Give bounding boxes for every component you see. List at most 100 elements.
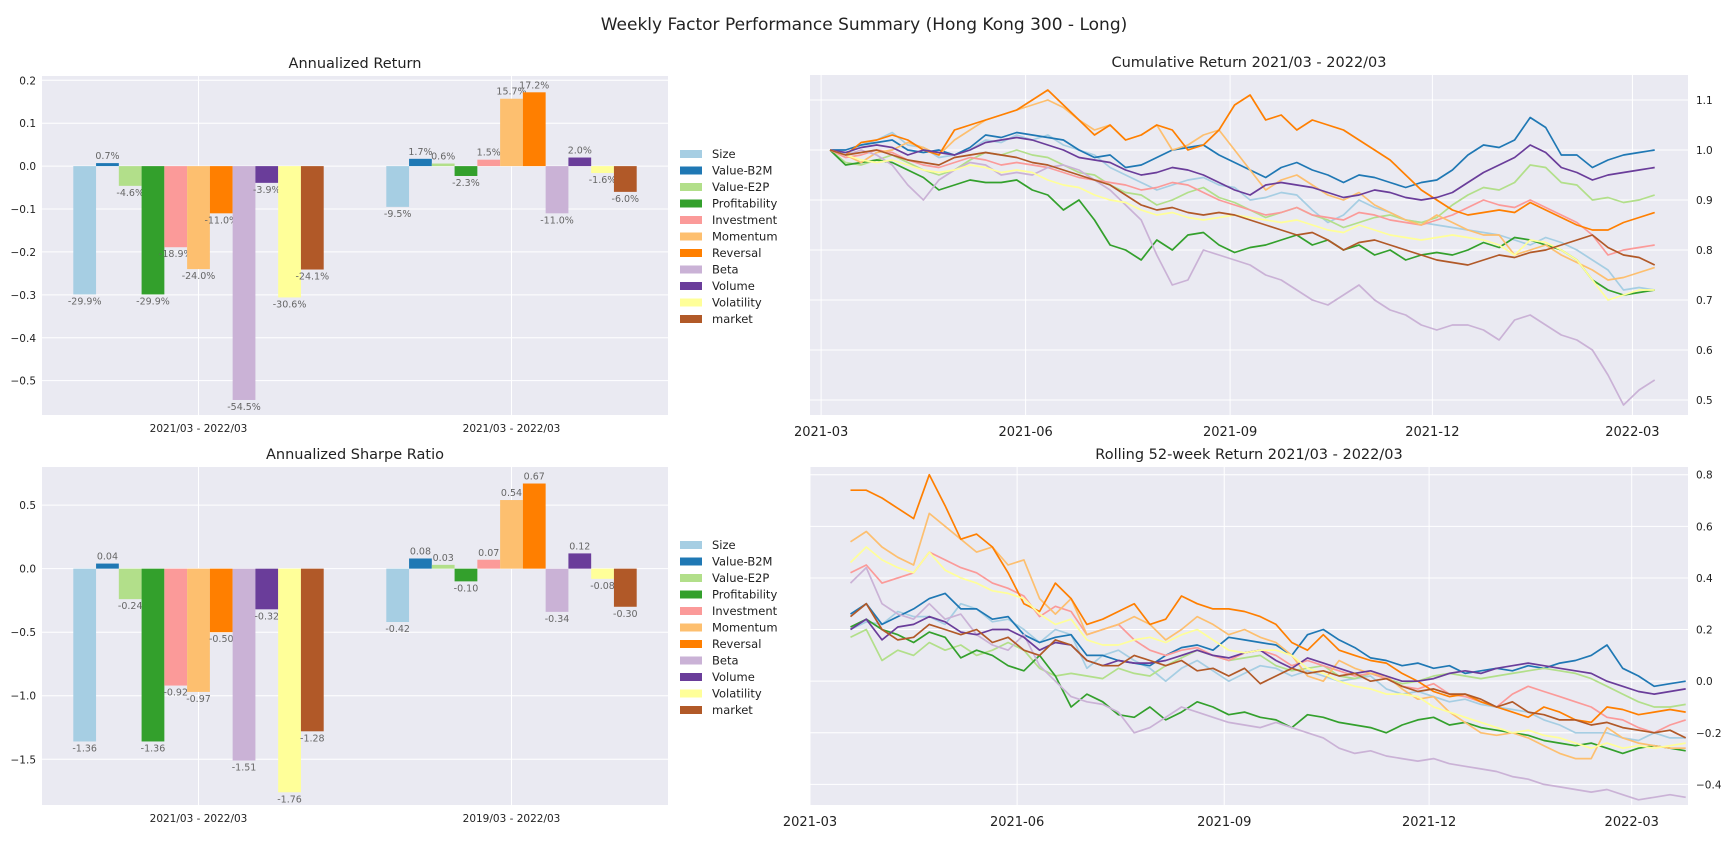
legend-label: Momentum <box>712 621 778 635</box>
y-tick-label: 0.0 <box>1696 676 1713 688</box>
data-label: -1.6% <box>589 175 617 186</box>
legend-label: Momentum <box>712 230 778 244</box>
legend-swatch <box>680 623 702 632</box>
data-label: 0.07 <box>478 548 499 559</box>
data-label: 0.04 <box>97 552 118 563</box>
line-volume <box>850 615 1686 695</box>
panel-annualized-return: Annualized Return −0.5 −0.4 −0.3 −0.2 −0.1 0.0… <box>11 56 778 435</box>
panel-rolling-return: Rolling 52-week Return 2021/03 - 2022/03… <box>783 447 1722 830</box>
legend-label: Size <box>712 147 736 161</box>
data-label: -2.3% <box>452 178 480 189</box>
y-tick-label: 0.6 <box>1696 345 1713 357</box>
y-tick-label: 0.9 <box>1696 195 1713 207</box>
legend: Size Value-B2M Value-E2P Profitability Inves… <box>680 538 778 717</box>
data-label: -54.5% <box>227 402 261 413</box>
legend-swatch <box>680 150 702 158</box>
bar-momentum <box>187 568 210 692</box>
y-tick-label: 0.6 <box>1696 521 1713 533</box>
legend-label: Profitability <box>712 588 777 602</box>
legend-swatch <box>680 282 702 290</box>
legend-label: Volatility <box>712 687 762 701</box>
line-size <box>850 602 1686 742</box>
x-tick-label: 2021-12 <box>1405 425 1459 440</box>
bar-market <box>613 166 637 192</box>
legend-swatch <box>680 590 702 599</box>
data-label: -1.36 <box>72 743 97 754</box>
y-tick-label: 0.1 <box>19 118 36 130</box>
legend-swatch <box>680 656 702 665</box>
x-tick-label: 2022-03 <box>1605 425 1659 440</box>
y-tick-label: −0.1 <box>11 204 37 216</box>
legend-swatch <box>680 183 702 191</box>
legend-label: Volume <box>712 279 755 293</box>
data-label: -24.0% <box>182 271 216 282</box>
legend-label: market <box>712 703 753 717</box>
x-tick-label: 2021-09 <box>1203 425 1257 440</box>
y-tick-label: 0.0 <box>19 161 36 173</box>
bar-volatility <box>278 568 301 793</box>
bar-investment <box>164 568 188 686</box>
bar-volatility <box>278 166 301 298</box>
bar-value-b2m <box>96 163 119 167</box>
bar-momentum <box>500 500 523 569</box>
line-value-e2p <box>850 628 1686 708</box>
data-label: -0.30 <box>613 609 638 620</box>
legend-swatch <box>680 689 702 698</box>
panel-title: Annualized Return <box>289 56 422 72</box>
line-market <box>829 149 1656 266</box>
x-tick-label: 2021-09 <box>1197 815 1251 830</box>
data-label: -0.08 <box>590 581 615 592</box>
legend-label: Investment <box>712 604 778 618</box>
bar-size <box>73 166 97 295</box>
y-tick-label: 0.7 <box>1696 295 1713 307</box>
legend-swatch <box>680 216 702 224</box>
data-label: 0.7% <box>95 151 119 162</box>
data-label: 0.03 <box>433 553 454 564</box>
line-momentum <box>829 99 1655 281</box>
legend-label: Value-B2M <box>712 164 772 178</box>
bar-beta <box>232 568 256 761</box>
line-volume <box>829 136 1655 201</box>
data-label: -0.24 <box>118 601 143 612</box>
y-tick-label: −1.0 <box>11 691 37 703</box>
y-tick-label: −0.4 <box>11 333 37 345</box>
bar-volume <box>568 157 592 167</box>
data-label: 0.67 <box>524 472 545 483</box>
y-tick-label: −1.5 <box>11 754 37 766</box>
data-label: -1.36 <box>141 743 166 754</box>
bar-market <box>300 568 324 732</box>
data-label: 15.7% <box>496 87 526 98</box>
x-tick-label: 2021/03 - 2022/03 <box>150 813 248 825</box>
y-tick-label: 0.8 <box>1696 470 1713 482</box>
data-label: -0.50 <box>209 634 234 645</box>
bar-value-e2p <box>118 568 142 600</box>
legend-label: Reversal <box>712 246 761 260</box>
legend-swatch <box>680 315 702 323</box>
data-label: -0.42 <box>385 624 410 635</box>
legend-swatch <box>680 574 702 582</box>
legend-swatch <box>680 673 702 681</box>
bar-beta <box>545 568 569 612</box>
line-investment <box>829 149 1655 256</box>
legend-swatch <box>680 249 702 257</box>
data-label: -29.9% <box>68 296 102 307</box>
panel-annualized-sharpe: Annualized Sharpe Ratio −1.5 −1.0 −0.5 0.0 0.… <box>11 447 778 825</box>
legend-label: Profitability <box>712 197 777 211</box>
data-label: -0.92 <box>163 688 188 699</box>
x-tick-label: 2021-06 <box>998 425 1052 440</box>
y-tick-label: 1.1 <box>1696 95 1713 107</box>
line-investment <box>850 551 1686 734</box>
bar-value-e2p <box>118 166 142 186</box>
panel-title: Rolling 52-week Return 2021/03 - 2022/03 <box>1095 447 1402 463</box>
bar-volume <box>568 553 592 569</box>
data-label: 0.12 <box>569 541 590 552</box>
y-tick-label: −0.2 <box>11 247 37 259</box>
legend-label: market <box>712 312 753 326</box>
x-tick-label: 2021/03 - 2022/03 <box>150 423 248 435</box>
bar-market <box>613 568 637 607</box>
line-market <box>849 602 1687 739</box>
line-profitability <box>850 618 1686 755</box>
legend-label: Value-E2P <box>712 180 769 194</box>
data-label: -18.9% <box>159 249 193 260</box>
line-volatility <box>829 149 1655 301</box>
